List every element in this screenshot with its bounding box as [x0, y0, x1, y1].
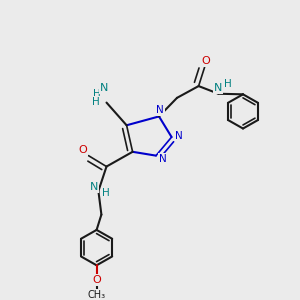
Text: N: N	[156, 105, 164, 115]
Text: CH₃: CH₃	[88, 290, 106, 300]
Text: N: N	[159, 154, 167, 164]
Text: N: N	[100, 83, 109, 93]
Text: O: O	[92, 275, 101, 285]
Text: N: N	[89, 182, 98, 193]
Text: N: N	[175, 130, 183, 141]
Text: H: H	[224, 79, 231, 89]
Text: H: H	[93, 89, 101, 99]
Text: O: O	[202, 56, 211, 66]
Text: N: N	[214, 83, 222, 93]
Text: O: O	[79, 145, 88, 155]
Text: H: H	[102, 188, 110, 198]
Text: H: H	[92, 97, 99, 107]
